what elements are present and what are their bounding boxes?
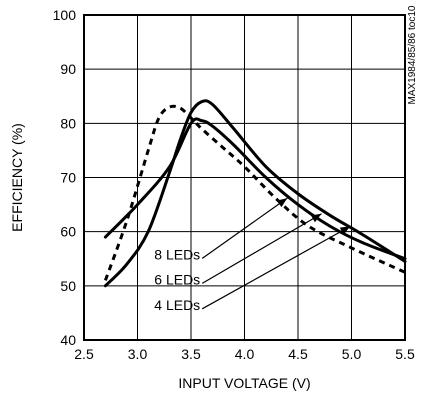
x-tick-label: 4.5 bbox=[288, 346, 308, 362]
y-tick-label: 70 bbox=[60, 170, 76, 186]
series-line-4-leds bbox=[103, 104, 406, 281]
series-line-6-leds bbox=[103, 99, 407, 288]
annotation-label: 4 LEDs bbox=[154, 297, 200, 313]
y-tick-label: 90 bbox=[60, 61, 76, 77]
x-tick-label: 5.0 bbox=[342, 346, 362, 362]
annotation-arrowhead bbox=[339, 226, 351, 235]
grid bbox=[84, 15, 405, 340]
annotation-leader bbox=[201, 197, 288, 259]
y-tick-label: 100 bbox=[53, 7, 77, 23]
series-line-8-leds bbox=[103, 117, 407, 261]
annotations: 8 LEDs 6 LEDs 4 LEDs bbox=[154, 197, 351, 313]
x-tick-label: 2.5 bbox=[74, 346, 94, 362]
y-tick-label: 40 bbox=[60, 332, 76, 348]
plot-frame bbox=[83, 14, 406, 341]
y-tick-label: 50 bbox=[60, 278, 76, 294]
x-tick-label: 4.0 bbox=[235, 346, 255, 362]
y-tick-label: 60 bbox=[60, 224, 76, 240]
annotation-arrowhead bbox=[276, 198, 288, 208]
x-tick-label: 3.0 bbox=[128, 346, 148, 362]
side-reference-label: MAX1984/85/86 toc10 bbox=[407, 5, 418, 104]
annotation-leader bbox=[201, 213, 322, 284]
annotation-label: 6 LEDs bbox=[154, 271, 200, 287]
x-tick-label: 5.5 bbox=[395, 346, 415, 362]
annotation-arrowhead bbox=[310, 213, 322, 223]
x-tick-label: 3.5 bbox=[181, 346, 201, 362]
annotation-label: 8 LEDs bbox=[154, 246, 200, 262]
y-tick-label: 80 bbox=[60, 115, 76, 131]
series-lines bbox=[103, 99, 407, 288]
x-axis-label: INPUT VOLTAGE (V) bbox=[178, 375, 310, 391]
y-axis-label: EFFICIENCY (%) bbox=[9, 123, 25, 232]
tick-labels: 2.5 3.0 3.5 4.0 4.5 5.0 5.5 40 50 60 70 80 90 100 bbox=[53, 7, 415, 362]
annotation-leader bbox=[201, 225, 351, 310]
